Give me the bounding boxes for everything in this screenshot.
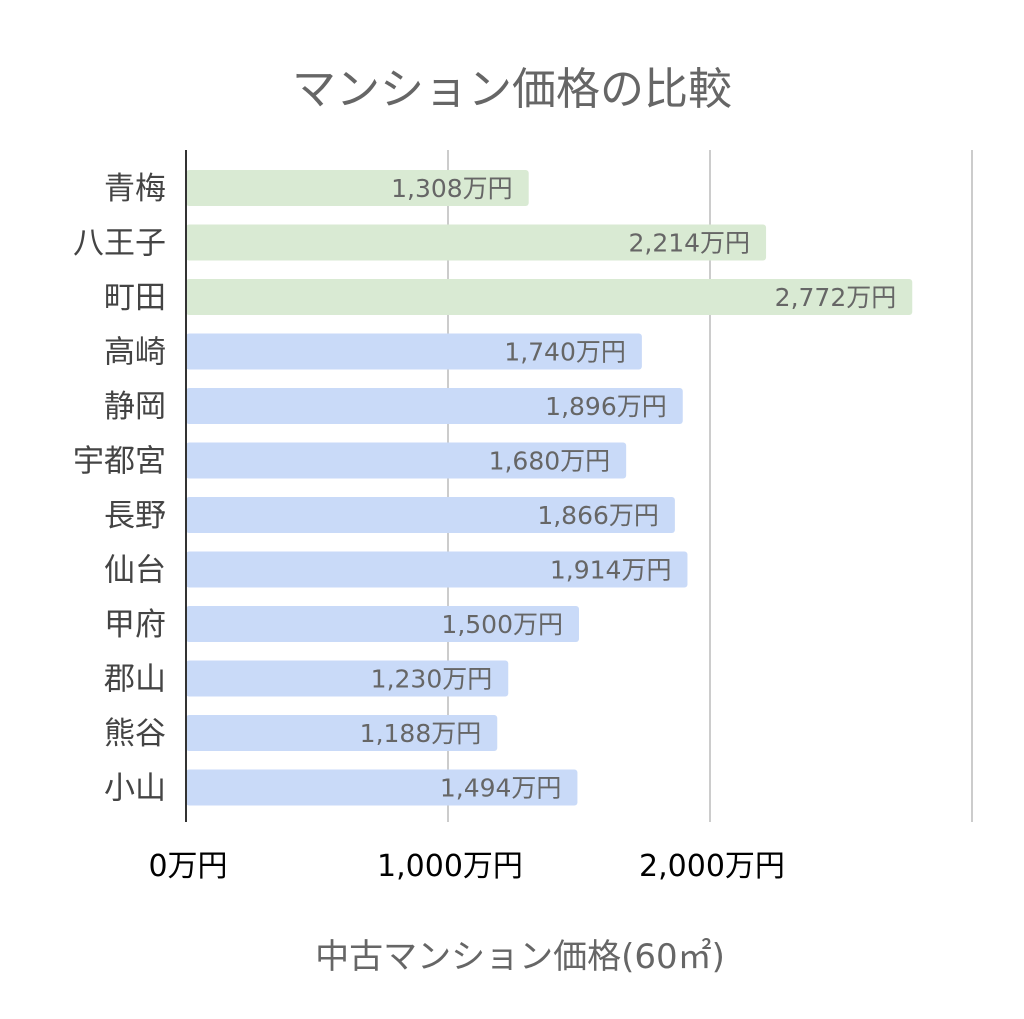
- data-label: 1,896万円: [545, 392, 667, 421]
- y-tick-label: 仙台: [104, 553, 166, 589]
- y-tick-label: 郡山: [104, 662, 166, 698]
- chart-title: マンション価格の比較: [292, 64, 732, 115]
- bar: [186, 224, 767, 261]
- data-label: 1,866万円: [537, 501, 659, 530]
- bar: [186, 333, 642, 370]
- bar: [186, 497, 675, 533]
- data-label: 1,188万円: [360, 719, 482, 748]
- y-tick-label: 八王子: [73, 226, 166, 262]
- bar: [186, 660, 509, 697]
- bar: [186, 715, 498, 751]
- y-tick-label: 静岡: [104, 389, 166, 425]
- y-tick-label: 町田: [104, 280, 166, 316]
- data-label: 1,740万円: [504, 338, 626, 367]
- x-axis-title: 中古マンション価格(60㎡): [315, 937, 725, 977]
- data-label: 1,914万円: [550, 556, 672, 585]
- y-tick-label: 高崎: [104, 335, 166, 371]
- x-tick-label: 0万円: [148, 849, 227, 884]
- data-label: 1,680万円: [489, 447, 611, 476]
- bar: [186, 769, 578, 806]
- y-tick-label: 小山: [104, 771, 166, 807]
- x-tick-label: 2,000万円: [639, 849, 785, 884]
- data-label: 1,230万円: [371, 665, 493, 694]
- bar: [186, 170, 529, 206]
- y-tick-label: 宇都宮: [73, 444, 166, 480]
- data-label: 2,772万円: [775, 283, 897, 312]
- data-label: 1,308万円: [391, 174, 513, 203]
- data-label: 2,214万円: [628, 229, 750, 258]
- data-label: 1,500万円: [441, 610, 563, 639]
- bar: [186, 551, 688, 588]
- bar: [186, 388, 683, 424]
- y-tick-label: 青梅: [104, 171, 166, 207]
- bar: [186, 442, 627, 479]
- y-tick-label: 熊谷: [104, 716, 166, 752]
- x-tick-label: 1,000万円: [377, 849, 523, 884]
- y-tick-label: 長野: [104, 498, 166, 534]
- bar: [186, 279, 913, 315]
- bar: [186, 606, 579, 642]
- data-label: 1,494万円: [440, 774, 562, 803]
- y-tick-label: 甲府: [104, 607, 166, 643]
